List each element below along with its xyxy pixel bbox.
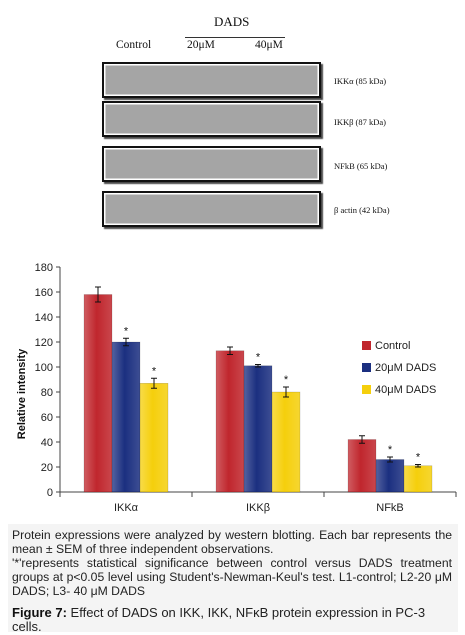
bar (271, 391, 301, 493)
x-axis: IKKα IKKβ NFkB (59, 491, 457, 514)
significance-marker: * (284, 374, 289, 386)
legend-label: Control (375, 340, 410, 352)
bar (243, 365, 273, 493)
treatment-header: DADS (214, 14, 250, 29)
legend: Control 20μM DADS 40μM DADS (362, 340, 436, 396)
blot-band-nfkb (102, 146, 321, 182)
y-tick-label: 60 (41, 412, 53, 424)
figure-label: Figure 7: (12, 605, 67, 620)
lane-label-control: Control (116, 39, 152, 51)
caption-text-1: Protein expressions were analyzed by wes… (12, 528, 452, 556)
y-tick-label: 20 (41, 462, 53, 474)
blot-label-ikka: IKKα (85 kDa) (334, 76, 387, 86)
legend-swatch (362, 363, 371, 372)
y-axis: 0 20 40 60 80 100 120 140 160 180 (35, 262, 61, 499)
bar (375, 459, 405, 493)
y-axis-label: Relative intensity (16, 348, 28, 439)
bars: * * * * * * (83, 286, 433, 493)
blot-label-beta-actin: β actin (42 kDa) (334, 205, 390, 215)
y-tick-label: 140 (35, 312, 53, 324)
y-tick-label: 100 (35, 362, 53, 374)
significance-marker: * (152, 365, 157, 377)
legend-swatch (362, 341, 371, 350)
bar (111, 341, 141, 493)
x-category-label: IKKα (114, 502, 139, 514)
bar (215, 350, 245, 493)
bar (139, 383, 169, 493)
blot-label-nfkb: NFkB (65 kDa) (334, 161, 388, 171)
bar (403, 465, 433, 493)
y-tick-label: 0 (47, 487, 53, 499)
blot-label-ikkb: IKKβ (87 kDa) (334, 117, 387, 127)
significance-marker: * (416, 452, 421, 464)
treatment-underline (185, 37, 285, 38)
x-category-label: IKKβ (246, 502, 270, 514)
lane-label-40um: 40μM (255, 39, 283, 51)
figure-line: Figure 7: Effect of DADS on IKK, IKK, NF… (12, 606, 452, 634)
figure-caption: Protein expressions were analyzed by wes… (8, 524, 458, 634)
blot-band-ikka (102, 62, 321, 98)
x-category-label: NFkB (376, 502, 404, 514)
y-tick-label: 40 (41, 437, 53, 449)
blot-band-beta-actin (102, 191, 321, 227)
significance-marker: * (388, 444, 393, 456)
figure-title: Effect of DADS on IKK, IKK, NFκB protein… (12, 605, 426, 634)
y-tick-label: 160 (35, 287, 53, 299)
legend-label: 40μM DADS (375, 384, 436, 396)
bar (347, 439, 377, 493)
significance-marker: * (124, 325, 129, 337)
significance-marker: * (256, 352, 261, 364)
western-blot-panel: DADS Control 20μM 40μM IKKα (85 kDa) IKK… (0, 0, 465, 240)
caption-text-2: '*'represents statistical significance b… (12, 556, 452, 598)
y-tick-label: 120 (35, 337, 53, 349)
bar (83, 294, 113, 493)
y-tick-label: 180 (35, 262, 53, 274)
blot-band-ikkb (102, 101, 321, 137)
legend-label: 20μM DADS (375, 362, 436, 374)
y-tick-label: 80 (41, 387, 53, 399)
legend-swatch (362, 385, 371, 394)
lane-label-20um: 20μM (187, 39, 215, 51)
